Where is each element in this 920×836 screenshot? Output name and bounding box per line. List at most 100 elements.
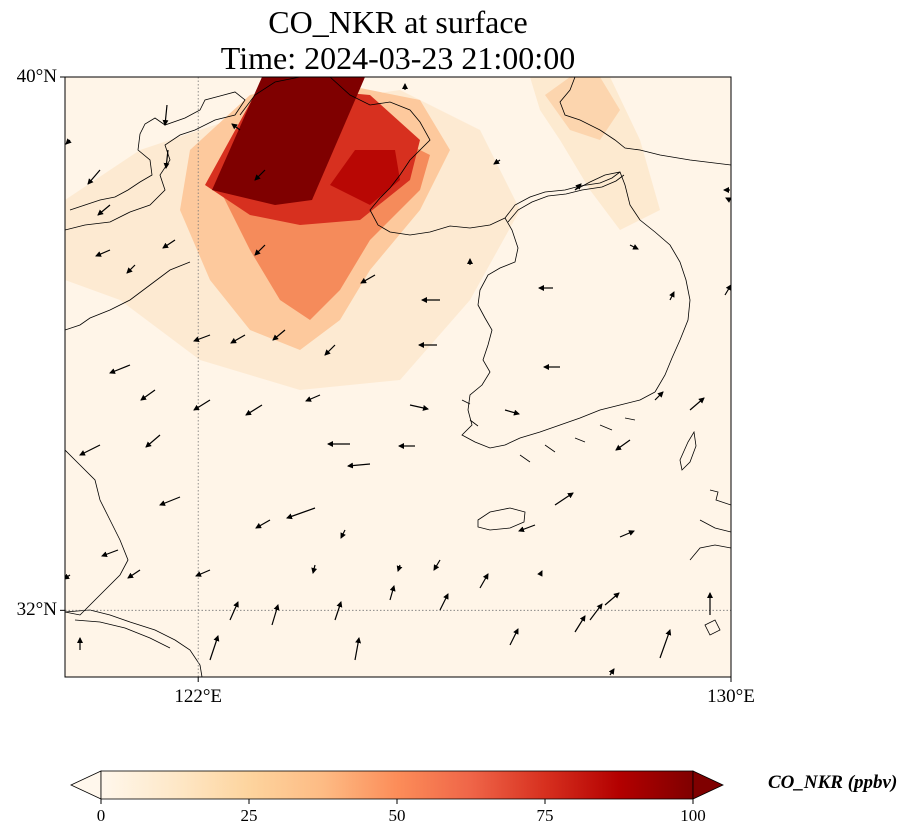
colorbar-gradient — [100, 770, 694, 800]
korea-islands-south — [461, 399, 636, 463]
yangtze-estuary — [65, 609, 203, 677]
wind-arrow-55 — [209, 635, 220, 661]
wind-arrow-8 — [126, 264, 136, 274]
wind-arrow-37 — [554, 492, 574, 506]
wind-arrow-57 — [509, 628, 519, 646]
colorbar-tick-label-3: 75 — [536, 806, 554, 825]
plume-secondary-core — [330, 150, 400, 205]
kyushu-coast — [689, 489, 731, 636]
wind-arrow-46 — [271, 604, 280, 626]
wind-arrow-56 — [354, 637, 362, 661]
colorbar-extend-max — [692, 770, 724, 800]
colorbar-tick-label-1: 25 — [240, 806, 258, 825]
wind-arrow-58 — [659, 629, 672, 659]
lat-tick-label-1: 32°N — [16, 599, 57, 621]
wind-arrow-51 — [537, 570, 543, 577]
wind-arrow-17 — [230, 334, 246, 344]
wind-arrow-53 — [589, 603, 603, 621]
wind-arrow-32 — [159, 496, 181, 506]
wind-arrow-50 — [479, 573, 489, 589]
wind-arrow-7 — [254, 244, 266, 256]
wind-arrow-71 — [574, 183, 582, 191]
coastline-china-north — [65, 91, 246, 231]
wind-arrow-61 — [629, 244, 639, 250]
wind-arrow-16 — [193, 334, 211, 343]
wind-arrow-38 — [619, 530, 635, 538]
border-china-korea — [504, 171, 621, 219]
wind-arrow-66 — [654, 391, 664, 401]
wind-arrow-54 — [574, 615, 586, 633]
wind-arrow-30 — [79, 444, 101, 456]
coastline-korea-east — [574, 171, 691, 393]
wind-arrow-35 — [340, 529, 346, 539]
wind-arrow-69 — [65, 138, 72, 145]
wind-arrow-64 — [689, 397, 705, 411]
tsushima-island — [679, 430, 697, 471]
lon-tick-label-0: 122°E — [174, 686, 223, 707]
wind-arrow-26 — [504, 409, 520, 416]
map-frame — [64, 76, 732, 678]
coastline-china-east — [65, 449, 129, 616]
wind-arrow-28 — [347, 462, 371, 469]
colorbar-tick-label-2: 50 — [388, 806, 406, 825]
wind-arrow-43 — [396, 564, 403, 572]
wind-arrow-2 — [87, 169, 101, 185]
wind-arrow-49 — [439, 593, 449, 611]
wind-arrow-52 — [604, 592, 620, 606]
coastline-russia-ne — [559, 77, 731, 166]
wind-arrow-6 — [162, 239, 176, 249]
wind-arrow-74 — [65, 573, 71, 580]
colorbar-extend-min — [70, 770, 102, 800]
wind-arrow-44 — [433, 559, 441, 571]
colorbar-label: CO_NKR (ppbv) — [768, 772, 898, 793]
colorbar-tick-label-0: 0 — [96, 806, 106, 825]
wind-arrow-63 — [724, 284, 731, 296]
map-title: CO_NKR at surface — [268, 4, 528, 40]
wind-arrow-73 — [608, 668, 615, 676]
wind-arrow-48 — [389, 585, 396, 601]
coastlines — [65, 77, 731, 677]
wind-arrow-9 — [95, 249, 111, 257]
gridlines — [65, 77, 731, 677]
coastline-liaodong — [239, 77, 506, 236]
wind-arrow-36 — [518, 524, 536, 533]
wind-arrow-21 — [140, 389, 156, 401]
wind-arrow-31 — [145, 434, 161, 448]
colorbar-tick-label-4: 100 — [680, 806, 706, 825]
map-subtitle-time: Time: 2024-03-23 21:00:00 — [220, 40, 576, 76]
wind-arrow-65 — [615, 439, 631, 451]
wind-arrow-23 — [245, 404, 263, 416]
lat-tick-label-0: 40°N — [16, 66, 57, 87]
wind-arrow-11 — [493, 158, 501, 165]
wind-arrow-20 — [109, 364, 131, 374]
wind-arrow-62 — [669, 291, 675, 301]
wind-arrow-24 — [305, 394, 321, 402]
wind-arrow-39 — [101, 549, 119, 558]
wind-arrow-22 — [193, 399, 211, 411]
wind-arrow-47 — [334, 601, 343, 621]
wind-arrow-45 — [229, 601, 239, 621]
wind-arrow-68 — [725, 197, 731, 203]
wind-arrow-4 — [97, 204, 111, 216]
wind-arrow-18 — [272, 329, 286, 341]
border-china-korea-2 — [507, 174, 625, 223]
coastline-korea-west — [461, 217, 656, 449]
jeju-island — [477, 507, 526, 531]
wind-arrow-34 — [255, 519, 271, 529]
wind-arrow-41 — [195, 569, 211, 577]
wind-vectors — [65, 83, 731, 676]
wind-arrow-25 — [409, 404, 429, 411]
wind-arrow-3 — [231, 123, 241, 131]
plume-band-east-pale — [545, 77, 620, 140]
wind-arrow-5 — [254, 169, 266, 181]
wind-arrow-19 — [324, 344, 336, 356]
plume-max-stripe — [212, 77, 365, 205]
lon-tick-label-1: 130°E — [707, 686, 755, 707]
wind-arrow-10 — [360, 274, 376, 284]
colorbar — [70, 770, 724, 804]
wind-arrow-40 — [127, 569, 141, 579]
wind-arrow-1 — [163, 149, 170, 169]
wind-arrow-0 — [162, 104, 169, 126]
wind-arrow-42 — [311, 564, 318, 574]
